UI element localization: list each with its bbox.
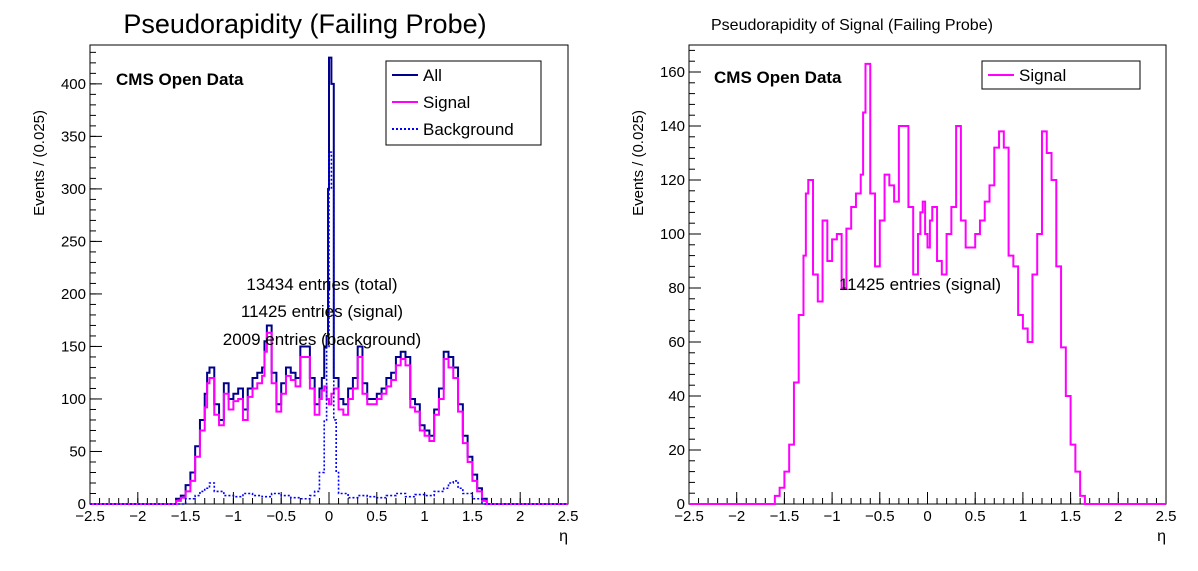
entries-annotation: 2009 entries (background) [223, 330, 421, 349]
entries-annotation: 13434 entries (total) [246, 275, 397, 294]
x-tick-label: 2 [1114, 508, 1122, 525]
x-tick-label: 1.5 [462, 508, 483, 525]
legend: Signal [981, 60, 1141, 90]
chart-title: Pseudorapidity of Signal (Failing Probe) [711, 17, 993, 34]
entries-annotation: 11425 entries (signal) [839, 275, 1001, 294]
y-axis-label: Events / (0.025) [630, 110, 647, 216]
x-tick-label: −2.5 [674, 508, 704, 525]
y-tick-label: 200 [61, 286, 86, 303]
x-tick-label: 0.5 [965, 508, 986, 525]
x-tick-label: 0 [325, 508, 333, 525]
chart-title: Pseudorapidity (Failing Probe) [123, 9, 486, 39]
y-tick-label: 0 [677, 496, 685, 513]
x-axis-label: η [1157, 528, 1166, 545]
y-tick-label: 60 [668, 334, 685, 351]
y-tick-label: 120 [660, 172, 685, 189]
x-tick-label: −2.5 [75, 508, 105, 525]
chart-panel-1: Pseudorapidity (Failing Probe) −2.5 −2 −1.5… [31, 9, 578, 545]
x-axis-label: η [559, 528, 568, 545]
x-tick-label: −0.5 [865, 508, 895, 525]
series-line-signal [689, 62, 1166, 505]
x-tick-label: −2 [129, 508, 146, 525]
x-tick-label: 2.5 [558, 508, 579, 525]
x-tick-label: −1.5 [171, 508, 201, 525]
series-line-signal [90, 331, 568, 505]
x-tick-label: 0 [923, 508, 931, 525]
x-tick-label: −1.5 [770, 508, 800, 525]
y-tick-label: 0 [78, 496, 86, 513]
x-tick-label: −1 [824, 508, 841, 525]
x-tick-label: 1.5 [1060, 508, 1081, 525]
legend-label-all: All [423, 66, 442, 85]
watermark: CMS Open Data [116, 70, 244, 89]
chart-panel-2: Pseudorapidity of Signal (Failing Probe)… [630, 17, 1176, 545]
y-tick-label: 250 [61, 233, 86, 250]
series-line-background [90, 151, 568, 505]
y-tick-label: 400 [61, 76, 86, 93]
x-tick-label: 2.5 [1156, 508, 1177, 525]
legend-label-background: Background [423, 120, 514, 139]
legend-label-signal: Signal [423, 93, 470, 112]
x-tick-label: −0.5 [266, 508, 296, 525]
y-tick-label: 50 [69, 443, 86, 460]
y-tick-label: 300 [61, 181, 86, 198]
x-tick-label: 1 [1019, 508, 1027, 525]
y-axis-label: Events / (0.025) [31, 110, 48, 216]
legend-label-signal: Signal [1019, 66, 1066, 85]
y-tick-label: 20 [668, 442, 685, 459]
y-tick-label: 140 [660, 118, 685, 135]
x-tick-label: −2 [728, 508, 745, 525]
x-tick-label: 2 [516, 508, 524, 525]
y-tick-label: 150 [61, 338, 86, 355]
y-tick-label: 100 [660, 226, 685, 243]
x-tick-label: 0.5 [366, 508, 387, 525]
x-tick-label: −1 [225, 508, 242, 525]
x-tick-label: 1 [420, 508, 428, 525]
y-tick-label: 160 [660, 64, 685, 81]
y-tick-label: 80 [668, 280, 685, 297]
watermark: CMS Open Data [714, 68, 842, 87]
y-tick-label: 100 [61, 391, 86, 408]
y-tick-label: 350 [61, 128, 86, 145]
entries-annotation: 11425 entries (signal) [241, 302, 403, 321]
y-tick-label: 40 [668, 388, 685, 405]
legend: All Signal Background [385, 60, 542, 146]
